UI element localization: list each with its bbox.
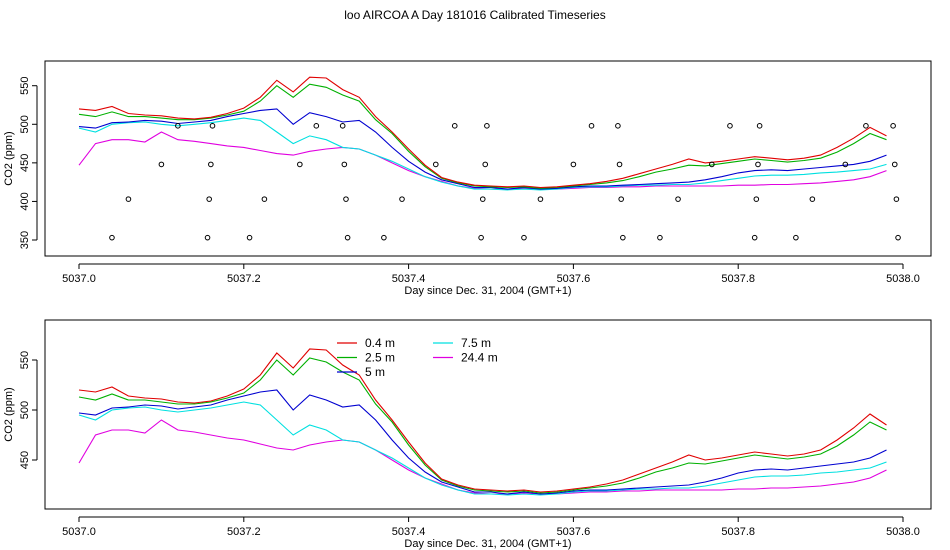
bottom-panel: 5037.0 5037.2 5037.4 5037.6 5037.8 5038.0 Day …: [3, 319, 932, 550]
data-point: [753, 196, 760, 202]
data-point: [451, 123, 458, 129]
x-tick-label: 5037.8: [721, 526, 755, 538]
data-point: [297, 161, 303, 168]
data-point: [381, 234, 387, 241]
data-point: [895, 234, 901, 241]
data-point: [313, 123, 320, 129]
series-line-7-5-m: [78, 401, 887, 496]
plot-frame: [44, 60, 932, 257]
data-point: [755, 161, 761, 168]
y-tick-label: 550: [19, 77, 31, 95]
y-tick-label: 400: [19, 192, 31, 210]
x-tick-label: 5038.0: [886, 273, 920, 285]
series-line-5-m: [78, 389, 887, 495]
data-point: [842, 161, 849, 168]
series-line-24-4-m: [78, 131, 887, 190]
y-tick-label: 350: [19, 231, 31, 249]
data-point: [521, 234, 527, 241]
x-tick-label: 5037.2: [227, 273, 261, 285]
series-line-2-5-m: [78, 83, 887, 189]
series-line-7-5-m: [78, 117, 887, 191]
data-point: [209, 123, 216, 129]
y-tick-label: 450: [19, 154, 31, 172]
data-point: [246, 234, 253, 241]
data-point: [675, 196, 681, 202]
series-line-5-m: [78, 108, 887, 190]
series-line-24-4-m: [78, 419, 887, 495]
plot-frame: [44, 319, 932, 510]
data-point: [478, 234, 484, 241]
data-point: [175, 123, 181, 129]
data-point: [339, 123, 346, 129]
chart-title: loo AIRCOA A Day 181016 Calibrated Times…: [344, 8, 605, 22]
x-axis-label: Day since Dec. 31, 2004 (GMT+1): [404, 285, 571, 297]
data-point: [657, 234, 663, 241]
data-point: [432, 161, 439, 168]
series-line-2-5-m: [78, 357, 887, 494]
legend-label: 5 m: [365, 365, 385, 379]
series-line-0-4-m: [78, 76, 887, 189]
data-point: [616, 161, 623, 168]
data-point: [341, 161, 348, 168]
data-point: [206, 196, 212, 202]
x-tick-label: 5038.0: [886, 526, 920, 538]
x-tick-label: 5037.2: [227, 526, 261, 538]
data-point: [125, 196, 132, 202]
data-point: [620, 234, 626, 241]
data-point: [399, 196, 405, 202]
x-tick-label: 5037.0: [62, 526, 96, 538]
y-tick-label: 550: [19, 351, 31, 369]
data-point: [261, 196, 268, 202]
x-tick-label: 5037.6: [557, 273, 591, 285]
data-point: [479, 196, 486, 202]
data-point: [208, 161, 214, 168]
data-point: [751, 234, 758, 241]
data-point: [484, 123, 490, 129]
y-tick-label: 500: [19, 115, 31, 133]
x-tick-label: 5037.6: [557, 526, 591, 538]
data-point: [343, 196, 349, 202]
data-point: [890, 123, 896, 129]
x-tick-label: 5037.4: [392, 273, 426, 285]
x-tick-label: 5037.4: [392, 526, 426, 538]
legend-label: 0.4 m: [365, 336, 395, 350]
data-point: [863, 123, 869, 129]
legend-label: 2.5 m: [365, 351, 395, 365]
x-tick-label: 5037.0: [62, 273, 96, 285]
data-point: [793, 234, 799, 241]
data-point: [482, 161, 489, 168]
data-point: [109, 234, 115, 241]
y-tick-label: 500: [19, 401, 31, 419]
data-point: [344, 234, 351, 241]
legend-label: 7.5 m: [461, 336, 491, 350]
y-axis-label: CO2 (ppm): [3, 387, 15, 441]
x-axis-label: Day since Dec. 31, 2004 (GMT+1): [404, 538, 571, 550]
plot-area: [78, 348, 887, 496]
data-point: [893, 196, 900, 202]
data-point: [158, 161, 165, 168]
data-point: [727, 123, 733, 129]
data-point: [537, 196, 544, 202]
data-point: [809, 196, 816, 202]
data-point: [709, 161, 715, 168]
data-point: [891, 161, 898, 168]
data-point: [618, 196, 624, 202]
data-point: [588, 123, 595, 129]
series-line-0-4-m: [78, 348, 887, 493]
y-tick-label: 450: [19, 451, 31, 469]
plot-area: [78, 76, 901, 241]
x-tick-label: 5037.8: [721, 273, 755, 285]
data-point: [570, 161, 577, 168]
y-axis-label: CO2 (ppm): [3, 131, 15, 185]
top-panel: 5037.0 5037.2 5037.4 5037.6 5037.8 5038.0 Day …: [3, 60, 932, 297]
data-point: [756, 123, 763, 129]
legend: 0.4 m2.5 m5 m 7.5 m24.4 m: [337, 336, 498, 379]
legend-label: 24.4 m: [461, 351, 498, 365]
data-point: [615, 123, 621, 129]
data-point: [204, 234, 211, 241]
